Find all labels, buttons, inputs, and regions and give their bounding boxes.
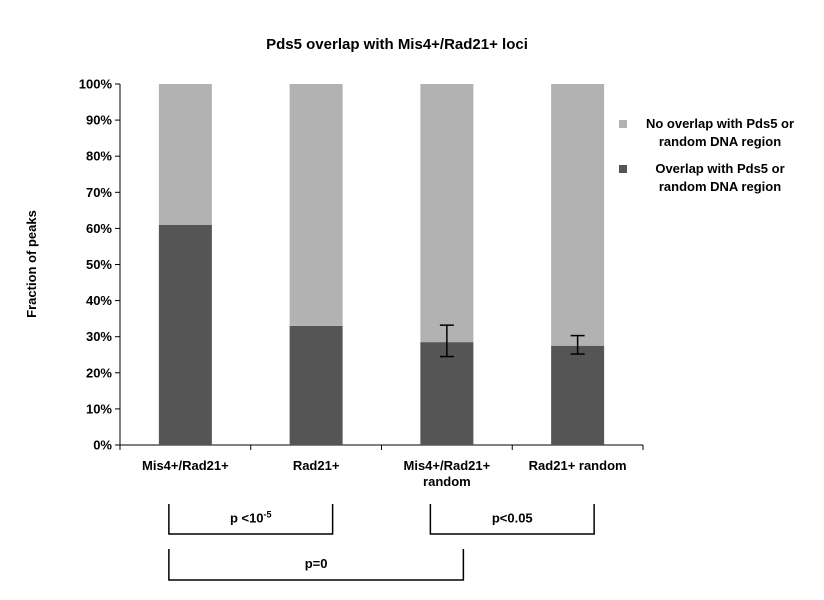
y-tick-label: 20%	[86, 365, 112, 380]
bracket	[168, 504, 334, 535]
x-tick-label: Mis4+/Rad21+ random	[404, 458, 491, 489]
y-tick-label: 50%	[86, 257, 112, 272]
significance-brackets: p <10-5 p<0.05 p=0	[168, 504, 595, 581]
y-tick-label: 60%	[86, 221, 112, 236]
legend-swatch	[619, 165, 627, 173]
p-value-label: p=0	[305, 556, 328, 571]
bar-no-overlap	[551, 84, 605, 346]
bar-overlap	[551, 345, 605, 445]
legend-label: Overlap with Pds5 or random DNA region	[655, 161, 784, 194]
x-tick-label: Mis4+/Rad21+	[142, 458, 229, 473]
chart-title: Pds5 overlap with Mis4+/Rad21+ loci	[266, 36, 528, 53]
bar-overlap	[158, 224, 212, 445]
bracket	[168, 549, 465, 581]
x-tick-label: Rad21+	[293, 458, 340, 473]
y-tick-label: 0%	[93, 438, 112, 453]
y-tick-label: 10%	[86, 401, 112, 416]
bracket	[429, 504, 595, 535]
p-value-label: p <10-5	[230, 510, 272, 526]
bar-no-overlap	[420, 84, 474, 343]
y-tick-label: 40%	[86, 293, 112, 308]
y-axis-label: Fraction of peaks	[24, 210, 39, 318]
bar-no-overlap	[158, 84, 212, 225]
legend-label: No overlap with Pds5 or random DNA region	[646, 116, 794, 149]
y-tick-label: 30%	[86, 329, 112, 344]
y-tick-label: 90%	[86, 113, 112, 128]
plot-area: 0% 10% 20% 30% 40% 50% 60% 70% 80% 90% 100% Mis4+/R…	[79, 77, 644, 489]
y-tick-label: 100%	[79, 77, 113, 92]
y-tick-label: 70%	[86, 185, 112, 200]
p-value-label: p<0.05	[492, 511, 533, 526]
legend: No overlap with Pds5 or random DNA region…	[619, 116, 794, 194]
legend-swatch	[619, 120, 627, 128]
bar-overlap	[420, 342, 474, 445]
y-tick-label: 80%	[86, 149, 112, 164]
bar-no-overlap	[289, 84, 343, 326]
bar-overlap	[289, 325, 343, 445]
x-tick-label: Rad21+ random	[529, 458, 627, 473]
